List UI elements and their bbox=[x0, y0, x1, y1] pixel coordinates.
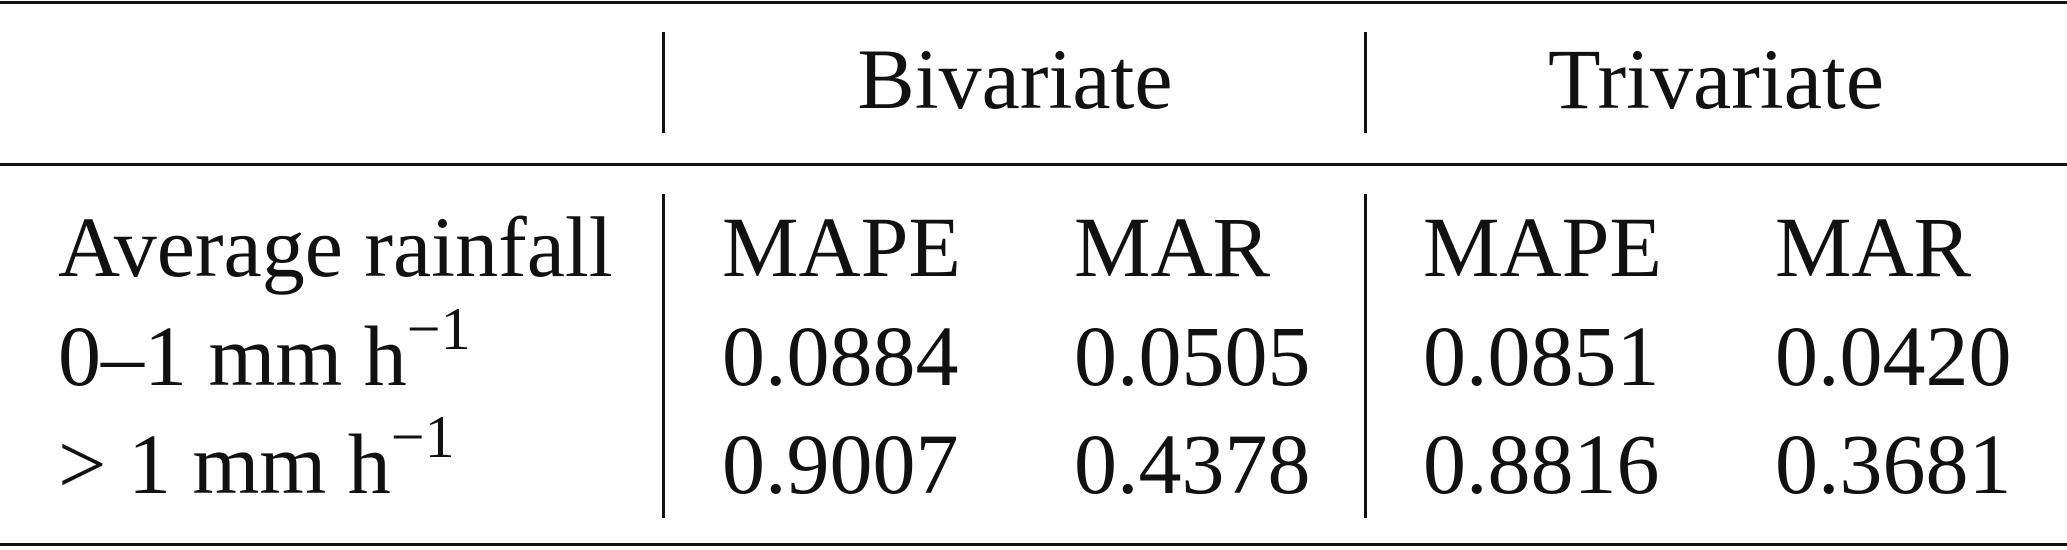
row-label-text: 0–1 mm h bbox=[58, 308, 407, 404]
row-label-superscript: −1 bbox=[390, 404, 455, 470]
row-label-text: > 1 mm h bbox=[58, 416, 391, 512]
table-cell: 0.0420 bbox=[1775, 308, 2012, 404]
bottom-rule bbox=[0, 543, 2067, 546]
row-label: 0–1 mm h−1 bbox=[58, 299, 471, 399]
row-label: > 1 mm h−1 bbox=[58, 407, 455, 507]
table-cell: 0.0505 bbox=[1074, 308, 1311, 404]
group-header: Bivariate bbox=[857, 31, 1173, 127]
table-cell: 0.8816 bbox=[1423, 416, 1660, 512]
body-divider bbox=[1364, 194, 1367, 518]
row-label-superscript: −1 bbox=[406, 296, 471, 362]
column-header: MAR bbox=[1775, 199, 1971, 295]
mid-rule bbox=[0, 163, 2067, 166]
column-header: MAPE bbox=[722, 199, 961, 295]
table-cell: 0.9007 bbox=[722, 416, 959, 512]
table-cell: 0.4378 bbox=[1074, 416, 1311, 512]
table-cell: 0.3681 bbox=[1775, 416, 2012, 512]
header-divider bbox=[662, 32, 665, 133]
header-divider bbox=[1364, 32, 1367, 133]
table-cell: 0.0884 bbox=[722, 308, 959, 404]
column-header: MAR bbox=[1074, 199, 1270, 295]
column-header: Average rainfall bbox=[58, 199, 613, 295]
group-header: Trivariate bbox=[1548, 31, 1884, 127]
body-divider bbox=[662, 194, 665, 518]
table-cell: 0.0851 bbox=[1423, 308, 1660, 404]
column-header: MAPE bbox=[1423, 199, 1662, 295]
top-rule bbox=[0, 1, 2067, 4]
